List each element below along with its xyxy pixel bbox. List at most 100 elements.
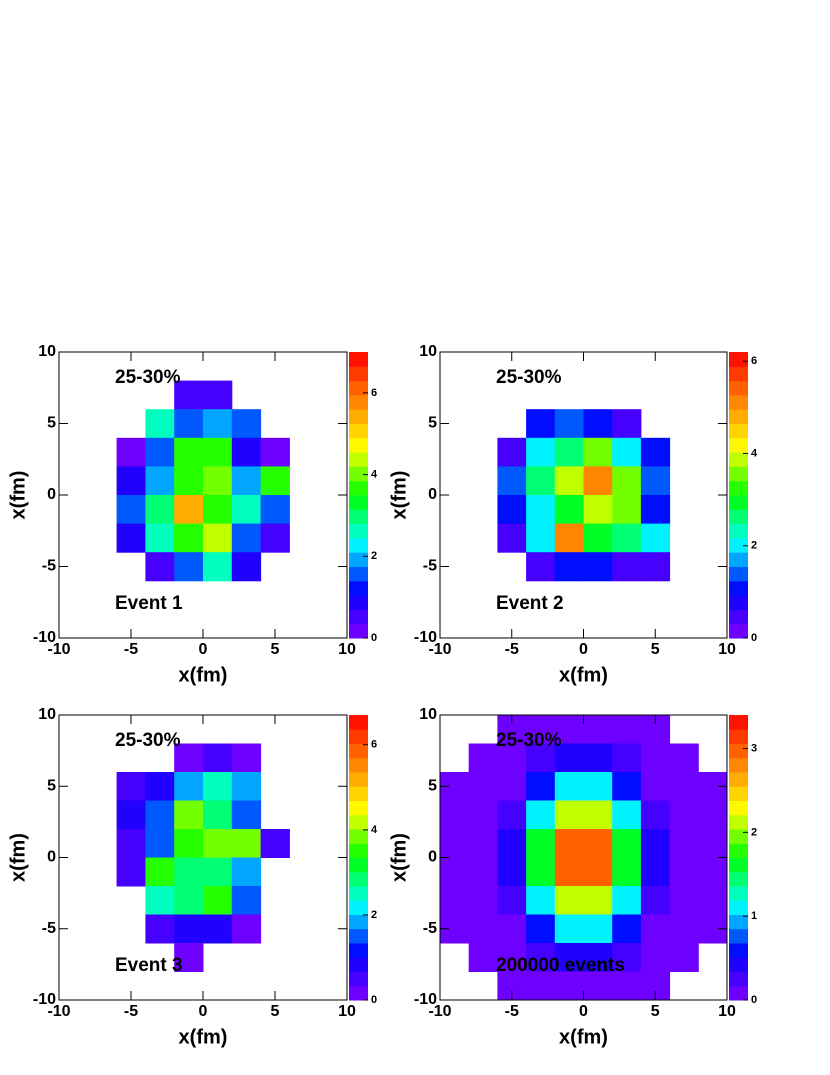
colorbar-level bbox=[729, 729, 748, 744]
heat-cell bbox=[612, 943, 642, 972]
heat-cell bbox=[669, 886, 699, 915]
colorbar-tick-label: 4 bbox=[751, 447, 758, 459]
colorbar-level bbox=[729, 380, 748, 396]
heat-cell bbox=[612, 715, 642, 744]
heat-cell bbox=[116, 829, 146, 858]
heat-cell bbox=[231, 857, 262, 887]
heat-cell bbox=[203, 409, 233, 439]
heat-cell bbox=[554, 495, 584, 525]
heat-cell bbox=[554, 523, 584, 553]
colorbar-level bbox=[729, 971, 748, 987]
heat-cell bbox=[640, 495, 671, 525]
heat-cell bbox=[526, 523, 556, 553]
colorbar-level bbox=[349, 871, 368, 887]
y-tick-label: 5 bbox=[47, 777, 56, 794]
colorbar-level bbox=[349, 452, 368, 467]
colorbar-level bbox=[349, 743, 368, 759]
heat-cell bbox=[526, 886, 556, 915]
colorbar-tick-label: 0 bbox=[751, 994, 757, 1006]
heat-cell bbox=[468, 772, 498, 801]
heat-cell bbox=[526, 409, 556, 439]
y-tick-label: 10 bbox=[38, 706, 56, 723]
heat-cell bbox=[440, 829, 470, 858]
heat-cell bbox=[497, 495, 527, 525]
heat-cell bbox=[145, 437, 175, 467]
heat-cell bbox=[640, 743, 671, 773]
heat-cell bbox=[554, 829, 584, 858]
y-tick-label: 5 bbox=[428, 415, 437, 432]
y-tick-label: -10 bbox=[33, 629, 56, 646]
colorbar-level bbox=[349, 786, 368, 801]
heat-cell bbox=[669, 857, 699, 887]
heat-cell bbox=[231, 495, 262, 525]
heat-cell bbox=[612, 857, 642, 887]
y-tick-label: 0 bbox=[47, 849, 56, 866]
colorbar-tick-label: 6 bbox=[371, 387, 377, 399]
heat-cell bbox=[640, 857, 671, 887]
colorbar-level bbox=[729, 814, 748, 830]
y-tick-label: -5 bbox=[42, 920, 56, 937]
y-tick-label: 0 bbox=[428, 486, 437, 503]
heat-cell bbox=[497, 857, 527, 887]
heat-cell bbox=[583, 772, 613, 801]
x-tick-label: -10 bbox=[428, 1003, 451, 1020]
annotation: Event 3 bbox=[115, 955, 183, 976]
heat-cell bbox=[640, 800, 671, 830]
heat-cell bbox=[468, 800, 498, 830]
heat-cell bbox=[669, 772, 699, 801]
x-tick-label: -5 bbox=[124, 1003, 138, 1020]
y-tick-label: 5 bbox=[47, 415, 56, 432]
heat-cell bbox=[640, 914, 671, 944]
x-tick-label: -5 bbox=[124, 641, 138, 658]
heat-cell bbox=[145, 829, 175, 858]
y-tick-label: 10 bbox=[419, 706, 437, 723]
heat-cell bbox=[174, 886, 204, 915]
colorbar-level bbox=[349, 509, 368, 525]
colorbar-tick-label: 2 bbox=[751, 826, 757, 838]
y-tick-label: -5 bbox=[423, 920, 437, 937]
colorbar-level bbox=[349, 857, 368, 873]
heat-cell bbox=[468, 829, 498, 858]
heat-cell bbox=[468, 857, 498, 887]
colorbar-level bbox=[729, 623, 748, 639]
heat-cell bbox=[526, 715, 556, 744]
heat-cell bbox=[698, 857, 728, 887]
heat-cell bbox=[203, 523, 233, 553]
heat-cell bbox=[554, 914, 584, 944]
y-tick-label: 5 bbox=[428, 777, 437, 794]
colorbar-level bbox=[349, 814, 368, 830]
colorbar-level bbox=[349, 609, 368, 625]
colorbar-level bbox=[729, 743, 748, 759]
heat-cell bbox=[583, 800, 613, 830]
y-tick-label: 10 bbox=[38, 343, 56, 360]
x-tick-label: -10 bbox=[428, 641, 451, 658]
colorbar-level bbox=[729, 537, 748, 553]
colorbar-level bbox=[729, 523, 748, 539]
colorbar-level bbox=[349, 772, 368, 787]
colorbar-level bbox=[729, 566, 748, 582]
heat-cell bbox=[640, 552, 671, 582]
heat-cell bbox=[440, 886, 470, 915]
heat-cell bbox=[116, 466, 146, 496]
y-axis-title: x(fm) bbox=[7, 471, 29, 520]
heat-cell bbox=[583, 495, 613, 525]
x-tick-label: 10 bbox=[338, 641, 356, 658]
heat-cell bbox=[174, 800, 204, 830]
heat-cell bbox=[497, 829, 527, 858]
heat-cell bbox=[174, 380, 204, 410]
heat-cell bbox=[554, 857, 584, 887]
colorbar-level bbox=[729, 409, 748, 424]
heat-cell bbox=[526, 495, 556, 525]
heat-cell bbox=[583, 914, 613, 944]
heat-cell bbox=[231, 829, 262, 858]
heat-cell bbox=[612, 829, 642, 858]
colorbar-level bbox=[729, 466, 748, 482]
colorbar-level bbox=[349, 928, 368, 944]
heat-cell bbox=[554, 715, 584, 744]
y-tick-label: -10 bbox=[414, 991, 437, 1008]
heat-cell bbox=[260, 523, 290, 553]
colorbar-tick-label: 4 bbox=[371, 468, 378, 480]
colorbar-level bbox=[349, 829, 368, 844]
heat-cell bbox=[554, 552, 584, 582]
colorbar-level bbox=[729, 871, 748, 887]
